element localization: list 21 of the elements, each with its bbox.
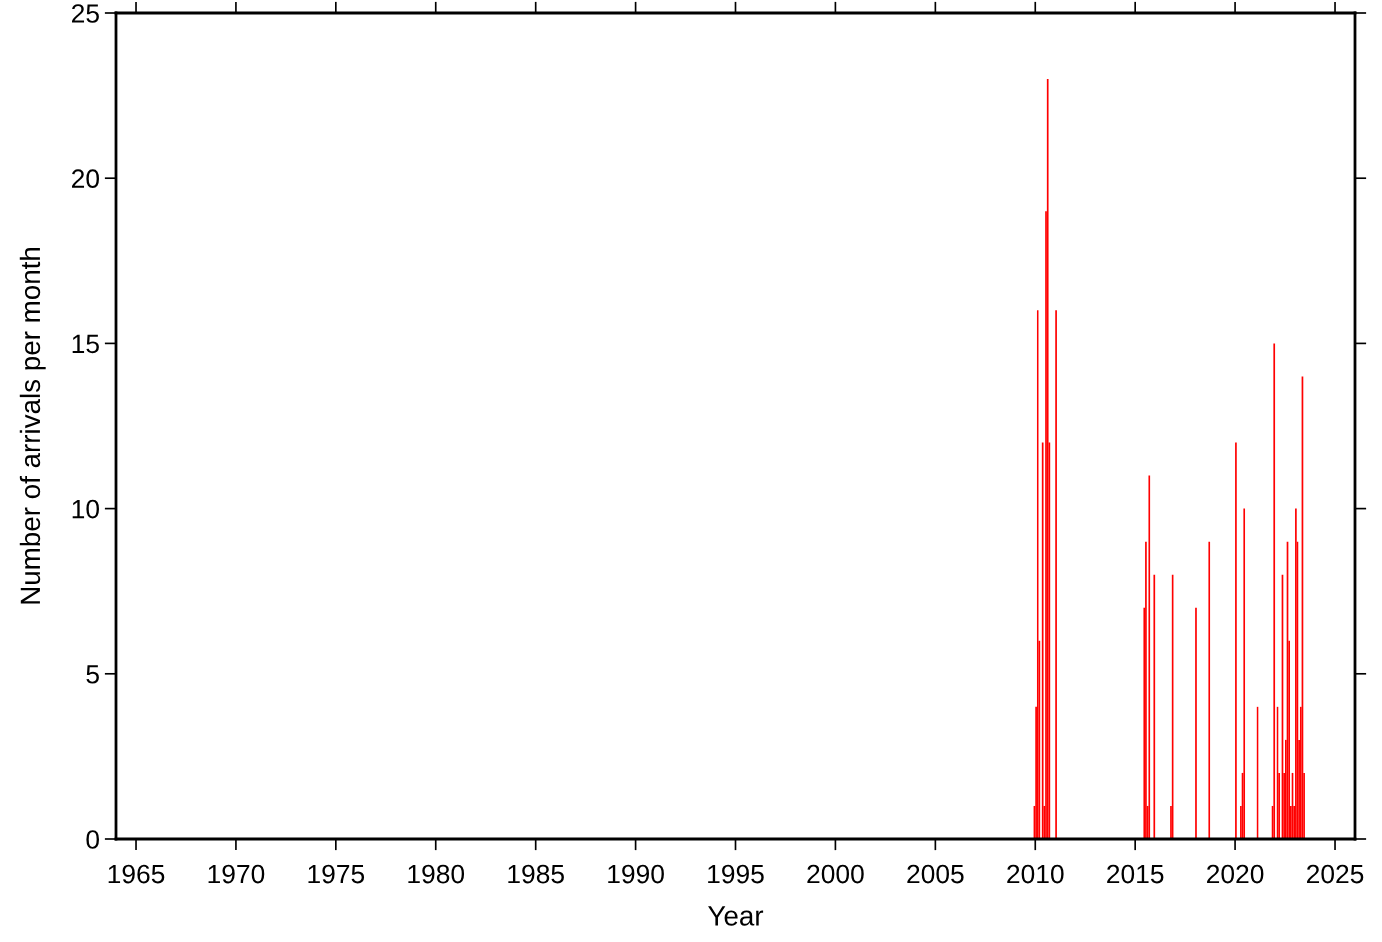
y-tick-label: 25 bbox=[72, 4, 99, 23]
x-tick-label: 2015 bbox=[1107, 864, 1164, 884]
x-tick-label: 1995 bbox=[708, 864, 764, 884]
y-tick-label: 10 bbox=[72, 499, 99, 519]
x-tick-label: 1985 bbox=[508, 864, 564, 884]
x-tick-label: 1975 bbox=[308, 864, 365, 884]
x-tick-label: 1965 bbox=[108, 864, 165, 884]
y-tick-label: 20 bbox=[72, 169, 99, 189]
x-axis-title: Year bbox=[708, 906, 764, 926]
y-axis-title: Number of arrivals per month bbox=[19, 247, 46, 604]
x-tick-label: 2005 bbox=[907, 864, 964, 884]
x-tick-label: 2020 bbox=[1207, 864, 1264, 884]
x-tick-label: 1980 bbox=[408, 864, 465, 884]
y-tick-label: 15 bbox=[72, 334, 99, 354]
x-tick-label: 2025 bbox=[1307, 864, 1364, 884]
x-tick-label: 2000 bbox=[807, 864, 864, 884]
x-tick-label: 1970 bbox=[208, 864, 265, 884]
x-tick-label: 2010 bbox=[1007, 864, 1064, 884]
x-tick-label: 1990 bbox=[608, 864, 664, 884]
y-tick-label: 0 bbox=[86, 830, 99, 849]
y-tick-label: 5 bbox=[86, 665, 99, 684]
